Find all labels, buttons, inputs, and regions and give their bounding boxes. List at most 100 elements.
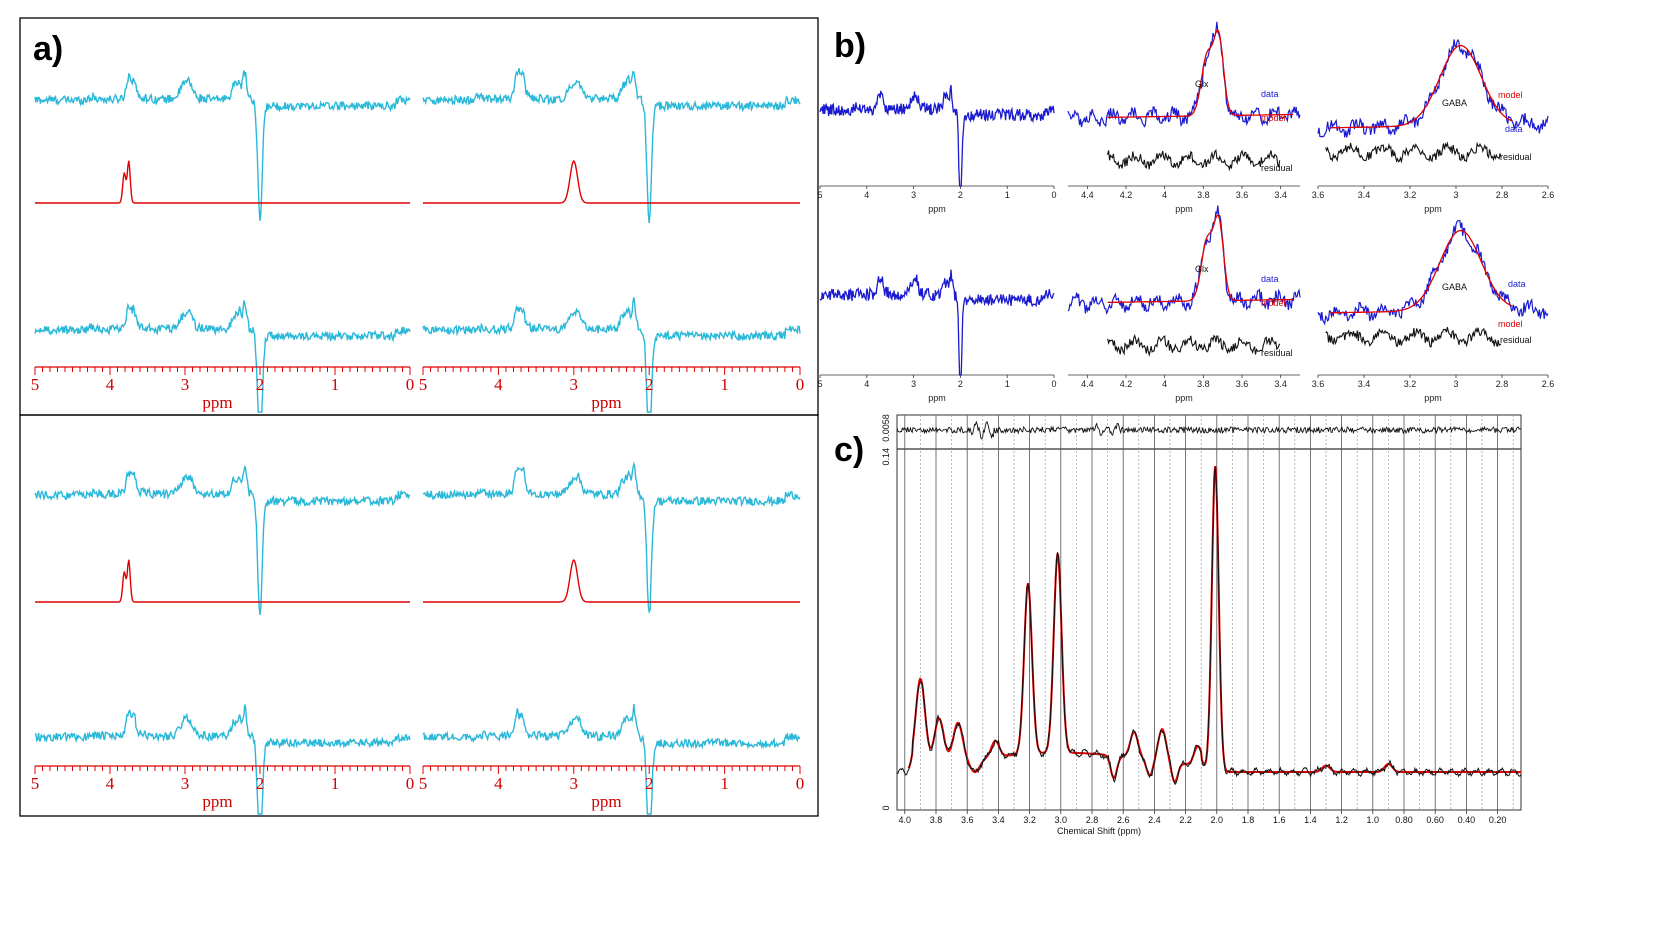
- panel-c-tick-label: 3.0: [1055, 815, 1068, 825]
- panel-b-tick-label: 3.8: [1197, 379, 1210, 389]
- panel-b-tick-label: 5: [817, 379, 822, 389]
- panel-b-model-line: [1107, 214, 1294, 304]
- panel-a-tick-label: 2: [256, 375, 265, 394]
- panel-a-tick-label: 1: [720, 375, 729, 394]
- panel-a-bottom-right-spectrum-line-2: [422, 704, 801, 815]
- panel-b-tick-label: 3.2: [1404, 190, 1417, 200]
- panel-c-chart: 4.0 3.8 3.6 3.4 3.2 3.0 2.8 2.6 2.4 2.2 2.0 1.8 1.6 1…: [881, 414, 1522, 836]
- panel-a-top-right-spectrum-line-0: [422, 68, 801, 223]
- panel-b-model-label: model: [1498, 90, 1523, 100]
- panel-b-data-line: [1317, 38, 1549, 138]
- panel-b-tick-label: 2.8: [1496, 379, 1509, 389]
- panel-a-tick-label: 0: [796, 774, 805, 793]
- panel-b-tick-label: 4.2: [1120, 379, 1133, 389]
- panel-b-tick-label: 0: [1051, 190, 1056, 200]
- panel-b-tick-label: 3.6: [1312, 379, 1325, 389]
- panel-b-tick-label: 2.8: [1496, 190, 1509, 200]
- panel-a-top-frame: [19, 17, 819, 416]
- panel-a-xlabel: ppm: [202, 792, 232, 811]
- panel-a-tick-label: 4: [106, 774, 115, 793]
- panel-c-yaxis-zero-label: 0: [881, 805, 891, 810]
- panel-a-top-right-spectrum-line-2: [422, 297, 801, 413]
- panel-b-tick-label: 4.4: [1081, 190, 1094, 200]
- panel-b-tick-label: 4: [1162, 190, 1167, 200]
- panel-c-tick-label: 2.2: [1179, 815, 1192, 825]
- panel-b-xlabel: ppm: [1175, 393, 1193, 403]
- panel-a-tick-label: 0: [406, 774, 415, 793]
- panel-b-metabolite-label: GABA: [1442, 98, 1467, 108]
- panel-b-xlabel: ppm: [1424, 393, 1442, 403]
- panel-b-model-line: [1330, 44, 1513, 129]
- panel-b-tick-label: 3.4: [1274, 190, 1287, 200]
- panel-a-bottom-right-model-line-1: [423, 558, 800, 603]
- panel-c-tick-label: 3.2: [1023, 815, 1036, 825]
- panel-a-tick-label: 3: [181, 774, 190, 793]
- panel-b-tick-label: 3.8: [1197, 190, 1210, 200]
- panel-a-tick-label: 1: [720, 774, 729, 793]
- panel-b-tick-label: 3: [1453, 190, 1458, 200]
- panel-b-tick-label: 5: [817, 190, 822, 200]
- panel-a-chart: 5 4 3 2 1 0 ppm 5 4 3 2 1 0 ppm 5 4 3 2 1 0 ppm 5 4 3 2 1 0 ppm: [31, 68, 805, 815]
- panel-a-tick-label: 3: [570, 375, 579, 394]
- panel-b-tick-label: 3.6: [1236, 379, 1249, 389]
- panel-b-tick-label: 3.2: [1404, 379, 1417, 389]
- panel-c-tick-label: 1.6: [1273, 815, 1286, 825]
- panel-a-xlabel: ppm: [591, 393, 621, 412]
- panel-b-residual-label: residual: [1500, 152, 1532, 162]
- panel-a-tick-label: 1: [331, 375, 340, 394]
- panel-b-residual-label: residual: [1500, 335, 1532, 345]
- panel-a-tick-label: 5: [419, 375, 428, 394]
- panel-b-tick-label: 3: [911, 379, 916, 389]
- panel-b-tick-label: 4.4: [1081, 379, 1094, 389]
- panel-a-tick-label: 5: [31, 774, 40, 793]
- panel-b-model-label: model: [1261, 298, 1286, 308]
- panel-b-data-line: [1067, 205, 1301, 316]
- panel-b-tick-label: 3: [1453, 379, 1458, 389]
- panel-a-tick-label: 3: [181, 375, 190, 394]
- panel-b-model-label: model: [1261, 113, 1286, 123]
- panel-a-tick-label: 0: [796, 375, 805, 394]
- panel-b-tick-label: 3.4: [1274, 379, 1287, 389]
- panel-c-data-line: [896, 466, 1522, 786]
- panel-b-residual-line: [1107, 148, 1281, 172]
- panel-b-label: b): [834, 27, 866, 65]
- panel-a-xlabel: ppm: [591, 792, 621, 811]
- panel-b-tick-label: 4: [864, 379, 869, 389]
- panel-a-top-left-model-line-1: [35, 160, 410, 204]
- panel-b-residual-label: residual: [1261, 348, 1293, 358]
- panel-c-tick-label: 4.0: [899, 815, 912, 825]
- panel-b-model-label: model: [1498, 319, 1523, 329]
- panel-b-data-label: data: [1261, 89, 1279, 99]
- panel-c-tick-label: 3.4: [992, 815, 1005, 825]
- panel-a-bottom-right-spectrum-line-0: [423, 461, 801, 614]
- panel-a-top-left-spectrum-line-0: [34, 70, 411, 221]
- panel-c-tick-label: 0.60: [1426, 815, 1444, 825]
- panel-b-data-label: data: [1261, 274, 1279, 284]
- panel-b-spectrum-line: [819, 269, 1055, 376]
- panel-b-tick-label: 4: [1162, 379, 1167, 389]
- panel-a-tick-label: 4: [494, 774, 503, 793]
- panel-b-residual-line: [1325, 141, 1502, 164]
- panel-b-model-line: [1107, 29, 1294, 119]
- panel-c-tick-label: 1.8: [1242, 815, 1255, 825]
- panel-b-tick-label: 1: [1005, 379, 1010, 389]
- panel-b-data-label: data: [1508, 279, 1526, 289]
- panel-c-tick-label: 2.6: [1117, 815, 1130, 825]
- panel-a-tick-label: 5: [31, 375, 40, 394]
- panel-b-tick-label: 3.4: [1358, 190, 1371, 200]
- panel-b-tick-label: 2.6: [1542, 190, 1555, 200]
- panel-c-label: c): [834, 431, 864, 469]
- panel-c-yaxis-top-label: 0.14: [881, 448, 891, 466]
- panel-a-tick-label: 2: [645, 774, 654, 793]
- panel-c-tick-label: 0.20: [1489, 815, 1507, 825]
- panel-b-tick-label: 0: [1051, 379, 1056, 389]
- panel-c-fit-line: [907, 466, 1521, 783]
- panel-a-tick-label: 3: [570, 774, 579, 793]
- panel-b-tick-label: 3.6: [1312, 190, 1325, 200]
- panel-a-label: a): [33, 30, 63, 68]
- panel-a-top-left-spectrum-line-2: [34, 300, 411, 413]
- panel-a-bottom-left-spectrum-line-2: [34, 704, 411, 815]
- panel-b-tick-label: 3.6: [1236, 190, 1249, 200]
- panel-b-tick-label: 1: [1005, 190, 1010, 200]
